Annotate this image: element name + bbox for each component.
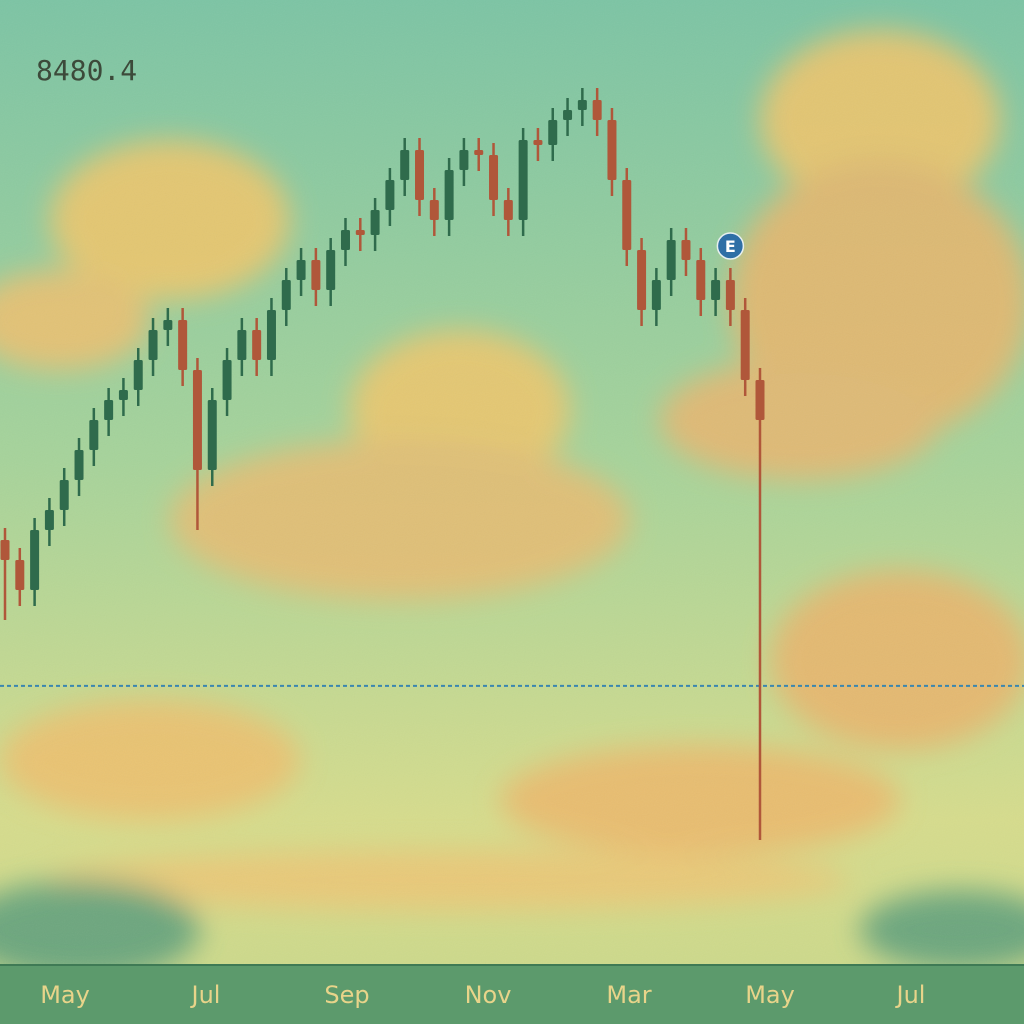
candle-body <box>222 360 232 400</box>
candle-body <box>44 510 54 530</box>
candle-body <box>429 200 439 220</box>
candle-body <box>681 240 691 260</box>
candle-body <box>207 400 217 470</box>
price-label: 8480.4 <box>36 54 137 87</box>
candle-body <box>503 200 513 220</box>
candle-body <box>59 480 69 510</box>
candle-body <box>0 540 10 560</box>
x-tick-label: Jul <box>895 981 926 1009</box>
candle-body <box>592 100 602 120</box>
candle-body <box>89 420 99 450</box>
candle-body <box>355 230 365 235</box>
candle-body <box>178 320 188 370</box>
event-label: E <box>725 237 736 256</box>
candle-body <box>192 370 202 470</box>
candle-body <box>281 280 291 310</box>
candle-body <box>444 170 454 220</box>
candle-body <box>148 330 158 360</box>
candle-body <box>725 280 735 310</box>
candle-body <box>385 180 395 210</box>
candle-body <box>326 250 336 290</box>
candle-body <box>696 260 706 300</box>
x-tick-label: Sep <box>324 981 369 1009</box>
candle-body <box>104 400 114 420</box>
candle-body <box>548 120 558 145</box>
candle-body <box>252 330 262 360</box>
x-tick-label: May <box>745 981 795 1009</box>
candle-body <box>651 280 661 310</box>
candle-body <box>15 560 25 590</box>
x-axis-band <box>0 965 1024 1024</box>
x-tick-label: Nov <box>465 981 512 1009</box>
candle-body <box>637 250 647 310</box>
candles <box>0 88 765 840</box>
candle-body <box>340 230 350 250</box>
candle-body <box>459 150 469 170</box>
candle-body <box>711 280 721 300</box>
candle-body <box>474 150 484 155</box>
candle-body <box>296 260 306 280</box>
candle-body <box>74 450 84 480</box>
candle-body <box>607 120 617 180</box>
candle-body <box>30 530 40 590</box>
candle-body <box>563 110 573 120</box>
candle-body <box>118 390 128 400</box>
candle-body <box>311 260 321 290</box>
candle-body <box>666 240 676 280</box>
candle-body <box>370 210 380 235</box>
candle-body <box>577 100 587 110</box>
candle-body <box>489 155 499 200</box>
candle-body <box>237 330 247 360</box>
candle-body <box>266 310 276 360</box>
candle-body <box>755 380 765 420</box>
candle-body <box>415 150 425 200</box>
candle-body <box>622 180 632 250</box>
x-tick-label: May <box>40 981 90 1009</box>
candle-body <box>163 320 173 330</box>
x-tick-label: Mar <box>606 981 651 1009</box>
event-marker <box>716 232 745 260</box>
candle-body <box>518 140 528 220</box>
candle-body <box>133 360 143 390</box>
candle-body <box>740 310 750 380</box>
x-tick-label: Jul <box>190 981 221 1009</box>
candle-body <box>400 150 410 180</box>
candle-body <box>533 140 543 145</box>
